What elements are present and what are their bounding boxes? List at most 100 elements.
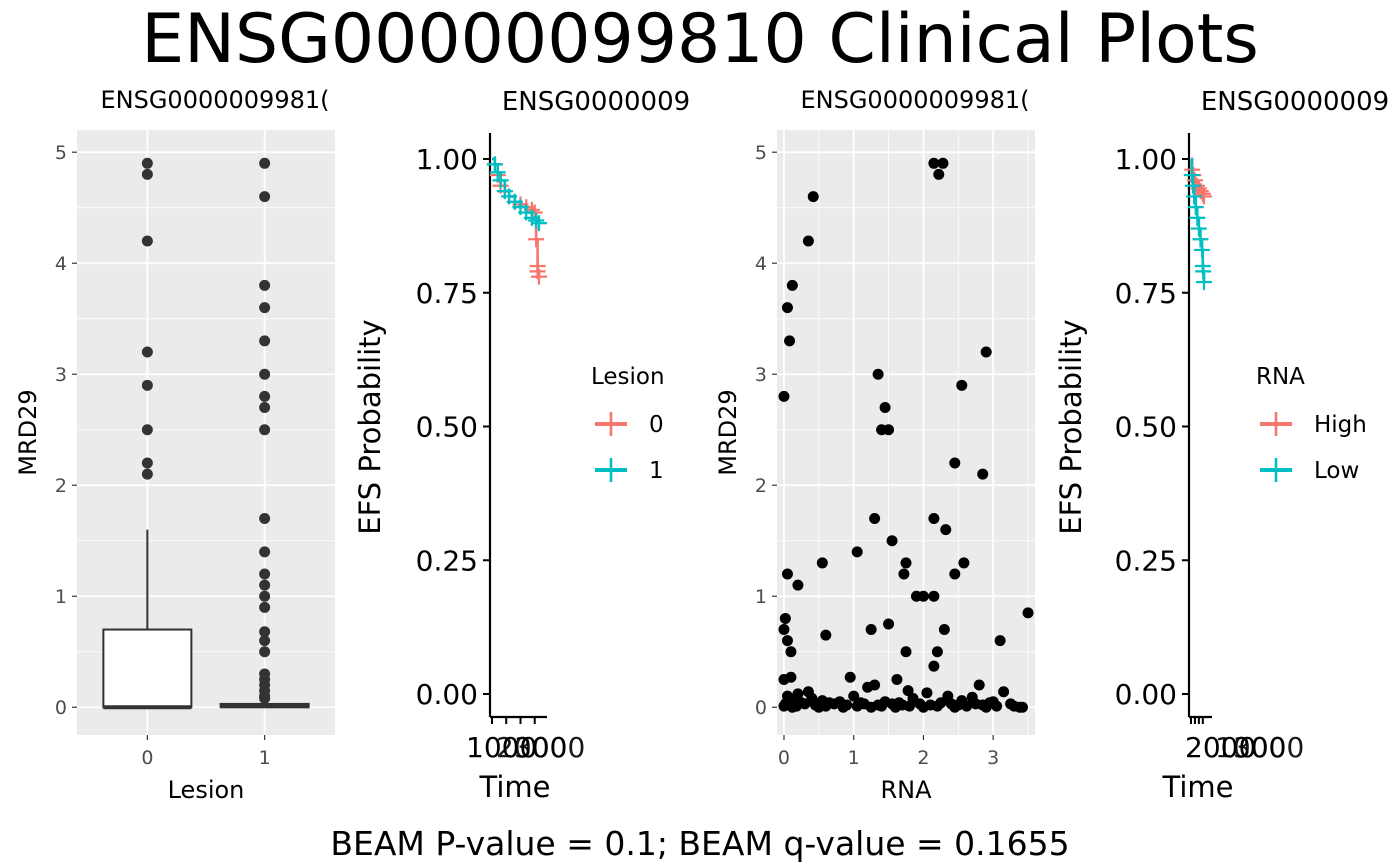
- scatter-point: [837, 701, 849, 713]
- outlier-point: [259, 568, 271, 580]
- y-tick-label: 2: [755, 475, 767, 497]
- outlier-point: [141, 424, 153, 436]
- scatter-point: [949, 701, 961, 713]
- scatter-point: [891, 673, 903, 685]
- scatter-point: [820, 629, 832, 641]
- outlier-point: [259, 335, 271, 347]
- scatter-point: [956, 379, 968, 391]
- x-tick-label: 2: [917, 747, 929, 769]
- x-tick-label: 1000: [466, 731, 537, 764]
- scatter-point: [928, 660, 940, 672]
- scatter-point: [973, 679, 985, 691]
- legend-label: 0: [649, 412, 664, 438]
- y-tick-label: 1.00: [1115, 143, 1177, 176]
- x-axis-label: Time: [1162, 770, 1234, 804]
- panel-background: [777, 130, 1035, 735]
- rna-scatter-panel: 0 1 2 3 4 5 0 1 2 3 ENSG0000009981(RNA MRD29: [714, 86, 1035, 804]
- y-tick-label: 4: [55, 253, 67, 275]
- outlier-point: [259, 368, 271, 380]
- x-tick-label: 2000: [1185, 731, 1256, 764]
- y-tick-label: 0.50: [1115, 411, 1177, 444]
- y-tick-label: 0.25: [1115, 544, 1177, 577]
- outlier-point: [259, 279, 271, 291]
- outlier-point: [141, 379, 153, 391]
- x-tick-label: 0: [141, 747, 153, 769]
- y-axis-label: MRD29: [14, 389, 42, 475]
- scatter-point: [807, 191, 819, 203]
- scatter-point: [886, 535, 898, 547]
- y-tick-label: 2: [55, 475, 67, 497]
- scatter-point: [998, 686, 1010, 698]
- outlier-point: [141, 457, 153, 469]
- y-tick-label: 1.00: [416, 143, 478, 176]
- scatter-point: [862, 681, 874, 693]
- scatter-point: [848, 690, 860, 702]
- outlier-point: [259, 390, 271, 402]
- scatter-point: [799, 698, 811, 710]
- scatter-point: [828, 698, 840, 710]
- outlier-point: [259, 646, 271, 658]
- scatter-point: [786, 279, 798, 291]
- scatter-point: [921, 687, 933, 699]
- scatter-point: [802, 235, 814, 247]
- outlier-point: [259, 579, 271, 591]
- scatter-point: [937, 157, 949, 169]
- outlier-point: [259, 191, 271, 203]
- page-title: ENSG00000099810 Clinical Plots: [141, 0, 1259, 79]
- outlier-point: [259, 546, 271, 558]
- scatter-point: [851, 700, 863, 712]
- scatter-point: [980, 346, 992, 358]
- y-tick-label: 0: [755, 697, 767, 719]
- outlier-point: [259, 302, 271, 314]
- scatter-point: [883, 424, 895, 436]
- outlier-point: [259, 635, 271, 647]
- y-tick-label: 0.00: [1115, 678, 1177, 711]
- outlier-point: [259, 626, 271, 638]
- scatter-point: [958, 557, 970, 569]
- x-axis-label: RNA: [880, 776, 932, 804]
- x-axis-label: Lesion: [168, 776, 245, 804]
- x-axis-label: Time: [479, 770, 551, 804]
- outlier-point: [259, 402, 271, 414]
- scatter-point: [931, 646, 943, 658]
- y-tick-label: 0.75: [416, 277, 478, 310]
- outlier-point: [259, 157, 271, 169]
- scatter-point: [900, 646, 912, 658]
- y-tick-label: 0: [55, 697, 67, 719]
- scatter-point: [879, 402, 891, 414]
- outlier-point: [259, 513, 271, 525]
- scatter-point: [865, 624, 877, 636]
- scatter-point: [781, 635, 793, 647]
- scatter-point: [928, 157, 940, 169]
- title-clip-mask: [355, 84, 365, 118]
- y-tick-label: 5: [55, 142, 67, 164]
- x-tick-label: 1: [848, 747, 860, 769]
- outlier-point: [141, 168, 153, 180]
- scatter-point: [917, 590, 929, 602]
- scatter-point: [977, 468, 989, 480]
- scatter-point: [816, 557, 828, 569]
- y-tick-label: 1: [755, 586, 767, 608]
- scatter-point: [928, 590, 940, 602]
- panel-title: ENSG0000009981(: [100, 86, 329, 114]
- outlier-point: [259, 424, 271, 436]
- panel-title: ENSG0000009: [502, 87, 690, 117]
- legend-label: 1: [649, 458, 664, 484]
- scatter-point: [792, 579, 804, 591]
- x-tick-label: 3000: [1233, 731, 1304, 764]
- scatter-point: [813, 701, 825, 713]
- y-tick-label: 0.25: [416, 544, 478, 577]
- scatter-point: [779, 612, 791, 624]
- legend-label: High: [1314, 412, 1367, 438]
- scatter-point: [778, 700, 790, 712]
- x-tick-label: 0: [778, 747, 790, 769]
- scatter-point: [900, 557, 912, 569]
- x-tick-label: 3000: [514, 731, 585, 764]
- lesion-boxplot-panel: 0 1 2 3 4 5 0 1 ENSG0000009981(Lesion MRD29: [14, 86, 335, 804]
- scatter-point: [980, 701, 992, 713]
- scatter-point: [844, 671, 856, 683]
- y-tick-label: 4: [755, 253, 767, 275]
- scatter-point: [872, 368, 884, 380]
- y-tick-label: 5: [755, 142, 767, 164]
